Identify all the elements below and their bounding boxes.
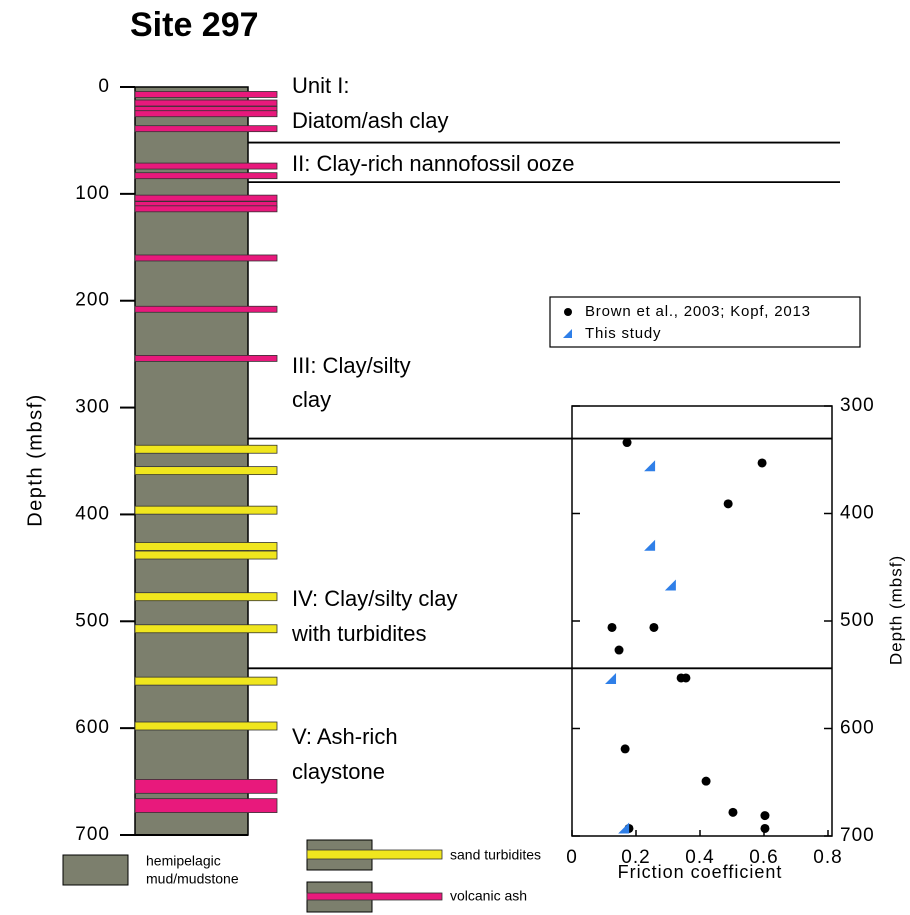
point <box>760 823 770 833</box>
unit-label: IV: Clay/silty clay <box>292 586 457 611</box>
legend-label: volcanic ash <box>450 888 527 904</box>
point <box>622 438 632 448</box>
sand-layer <box>134 505 278 515</box>
sand-layer <box>134 624 278 634</box>
y-tick-label: 600 <box>75 717 110 738</box>
unit-label: claystone <box>292 759 385 784</box>
x-tick-label: 0.4 <box>685 847 714 868</box>
unit-label: with turbidites <box>291 621 427 646</box>
y-tick-label: 0 <box>98 76 110 97</box>
y-tick-label: 200 <box>75 290 110 311</box>
sand-layer <box>134 542 278 551</box>
point <box>664 579 676 591</box>
legend-label: This study <box>585 325 661 342</box>
sand-layer <box>134 721 278 731</box>
legend-label: mud/mudstone <box>146 871 239 887</box>
point <box>644 460 656 472</box>
point <box>618 822 630 834</box>
y-tick-label: 400 <box>840 503 875 524</box>
y-axis-label: Depth (mbsf) <box>24 393 46 527</box>
x-axis-label: Friction coefficient <box>618 862 783 882</box>
point <box>644 539 656 551</box>
y-tick-label: 100 <box>75 183 110 204</box>
y-tick-label: 400 <box>75 503 110 524</box>
y-tick-label: 700 <box>75 824 110 845</box>
unit-label: II: Clay-rich nannofossil ooze <box>292 151 574 176</box>
ash-layer <box>134 355 278 362</box>
sand-layer <box>134 676 278 686</box>
x-tick-label: 0.6 <box>749 847 778 868</box>
point <box>681 673 691 683</box>
x-tick-label: 0.8 <box>813 847 842 868</box>
thick-ash-layer <box>134 798 278 813</box>
legend-box <box>549 296 861 348</box>
point <box>760 811 770 821</box>
point <box>605 673 617 685</box>
point <box>701 776 711 786</box>
ash-layer <box>134 162 278 170</box>
point <box>620 744 630 754</box>
y-tick-label: 700 <box>840 825 875 846</box>
legend-label: hemipelagic <box>146 853 221 869</box>
ash-layer <box>134 194 278 202</box>
y-tick-label: 600 <box>840 718 875 739</box>
point <box>757 458 767 468</box>
point <box>607 622 617 632</box>
sand-layer <box>134 466 278 476</box>
point <box>723 499 733 509</box>
thick-ash-layer <box>134 779 278 794</box>
ash-layer <box>134 99 278 107</box>
y-tick-label: 300 <box>840 395 875 416</box>
ash-layer <box>134 125 278 133</box>
x-tick-label: 0.2 <box>621 847 650 868</box>
ash-layer <box>134 305 278 313</box>
legend-sand-swatch <box>306 849 443 860</box>
sand-layer <box>134 444 278 454</box>
y2-axis-label: Depth (mbsf) <box>886 555 905 665</box>
unit-label: V: Ash-rich <box>292 724 398 749</box>
chart-title: Site 297 <box>130 6 259 44</box>
unit-label: clay <box>292 387 331 412</box>
legend-mud-swatch <box>62 854 129 886</box>
unit-label: Unit I: <box>292 73 349 98</box>
legend-label: sand turbidites <box>450 847 541 863</box>
ash-layer <box>134 205 278 213</box>
ash-layer <box>134 110 278 118</box>
sand-layer <box>134 592 278 602</box>
point <box>728 807 738 817</box>
y-tick-label: 500 <box>75 610 110 631</box>
legend-marker <box>564 308 572 316</box>
unit-label: Diatom/ash clay <box>292 108 449 133</box>
plot-frame <box>571 405 833 837</box>
unit-label: III: Clay/silty <box>292 353 411 378</box>
ash-layer <box>134 91 278 98</box>
legend-label: Brown et al., 2003; Kopf, 2013 <box>585 303 811 320</box>
ash-layer <box>134 172 278 180</box>
y-tick-label: 300 <box>75 397 110 418</box>
point <box>649 622 659 632</box>
legend-marker <box>563 329 572 338</box>
point <box>614 645 624 655</box>
y-tick-label: 500 <box>840 610 875 631</box>
legend-ash-swatch <box>306 892 443 901</box>
x-tick-label: 0 <box>566 847 578 868</box>
ash-layer <box>134 254 278 262</box>
sand-layer <box>134 550 278 560</box>
